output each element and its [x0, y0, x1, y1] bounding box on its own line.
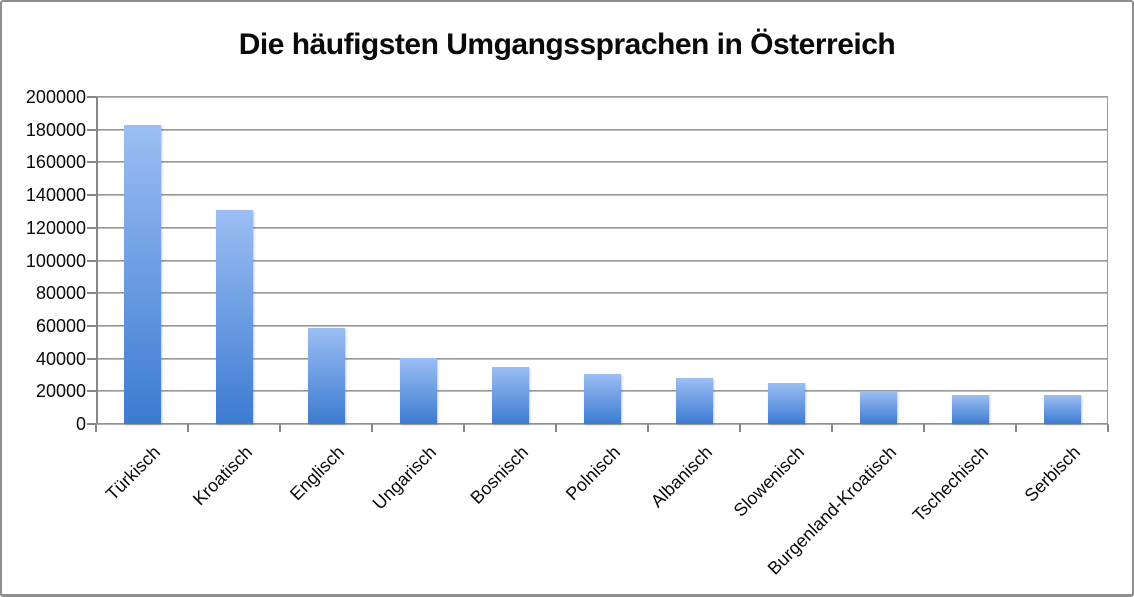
chart-title: Die häufigsten Umgangssprachen in Österr… — [238, 28, 896, 61]
y-axis-tick — [87, 357, 96, 360]
y-axis-label: 20000 — [35, 381, 86, 402]
y-axis-label: 180000 — [25, 119, 86, 140]
bar — [676, 378, 713, 424]
x-axis-label: Tschechisch — [908, 442, 993, 526]
x-axis-label: Serbisch — [1020, 442, 1085, 506]
bar — [400, 358, 437, 424]
y-axis-tick — [87, 128, 96, 131]
x-axis-tick — [923, 424, 925, 432]
x-axis-label: Albanisch — [646, 442, 717, 512]
x-axis-tick — [279, 424, 281, 432]
x-axis-label: Kroatisch — [188, 442, 257, 510]
y-axis-tick — [87, 292, 96, 295]
y-axis-tick — [87, 226, 96, 229]
x-axis-tick — [187, 424, 189, 432]
x-axis-tick — [463, 424, 465, 432]
y-axis-label: 0 — [75, 414, 86, 434]
x-axis-tick — [831, 424, 833, 432]
y-axis-tick — [87, 96, 96, 98]
bar — [952, 395, 989, 424]
gridline — [96, 96, 1108, 98]
bar — [308, 328, 345, 424]
bar — [124, 125, 161, 424]
x-axis-tick — [739, 424, 741, 432]
x-axis-tick — [1107, 424, 1109, 432]
gridline — [96, 292, 1108, 295]
y-axis-tick — [87, 259, 96, 262]
x-axis-tick — [371, 424, 373, 432]
y-axis-tick — [87, 390, 96, 393]
x-axis-label: Englisch — [285, 442, 349, 505]
x-axis-label: Türkisch — [101, 442, 165, 505]
bar — [216, 210, 253, 424]
gridline — [96, 324, 1108, 327]
x-axis-tick — [647, 424, 649, 432]
bar — [584, 374, 621, 424]
x-axis-line — [96, 423, 1108, 425]
bar — [768, 383, 805, 424]
bar — [860, 391, 897, 424]
x-axis-label: Slowenisch — [729, 442, 809, 521]
bar — [1044, 395, 1081, 424]
gridline — [96, 259, 1108, 262]
y-axis-line — [96, 97, 98, 424]
y-axis-label: 200000 — [25, 87, 86, 107]
gridline — [96, 194, 1108, 197]
x-axis-label: Ungarisch — [368, 442, 441, 514]
gridline — [96, 128, 1108, 131]
y-axis-label: 80000 — [35, 283, 86, 304]
bar — [492, 367, 529, 424]
x-axis-label: Bosnisch — [466, 442, 533, 508]
gridline — [96, 357, 1108, 360]
gridline — [96, 226, 1108, 229]
x-axis-label: Polnisch — [561, 442, 625, 505]
y-axis-label: 40000 — [35, 348, 86, 369]
x-axis-tick — [1015, 424, 1017, 432]
plot-right-border — [1107, 97, 1108, 424]
x-axis-tick — [555, 424, 557, 432]
y-axis-label: 160000 — [25, 152, 86, 173]
y-axis-tick — [87, 324, 96, 327]
y-axis-label: 100000 — [25, 250, 86, 271]
y-axis-tick — [87, 161, 96, 164]
y-axis-tick — [87, 423, 96, 425]
y-axis-label: 60000 — [35, 315, 86, 336]
x-axis-tick — [95, 424, 97, 432]
gridline — [96, 161, 1108, 164]
y-axis-label: 140000 — [25, 185, 86, 206]
y-axis-label: 120000 — [25, 217, 86, 238]
y-axis-tick — [87, 194, 96, 197]
